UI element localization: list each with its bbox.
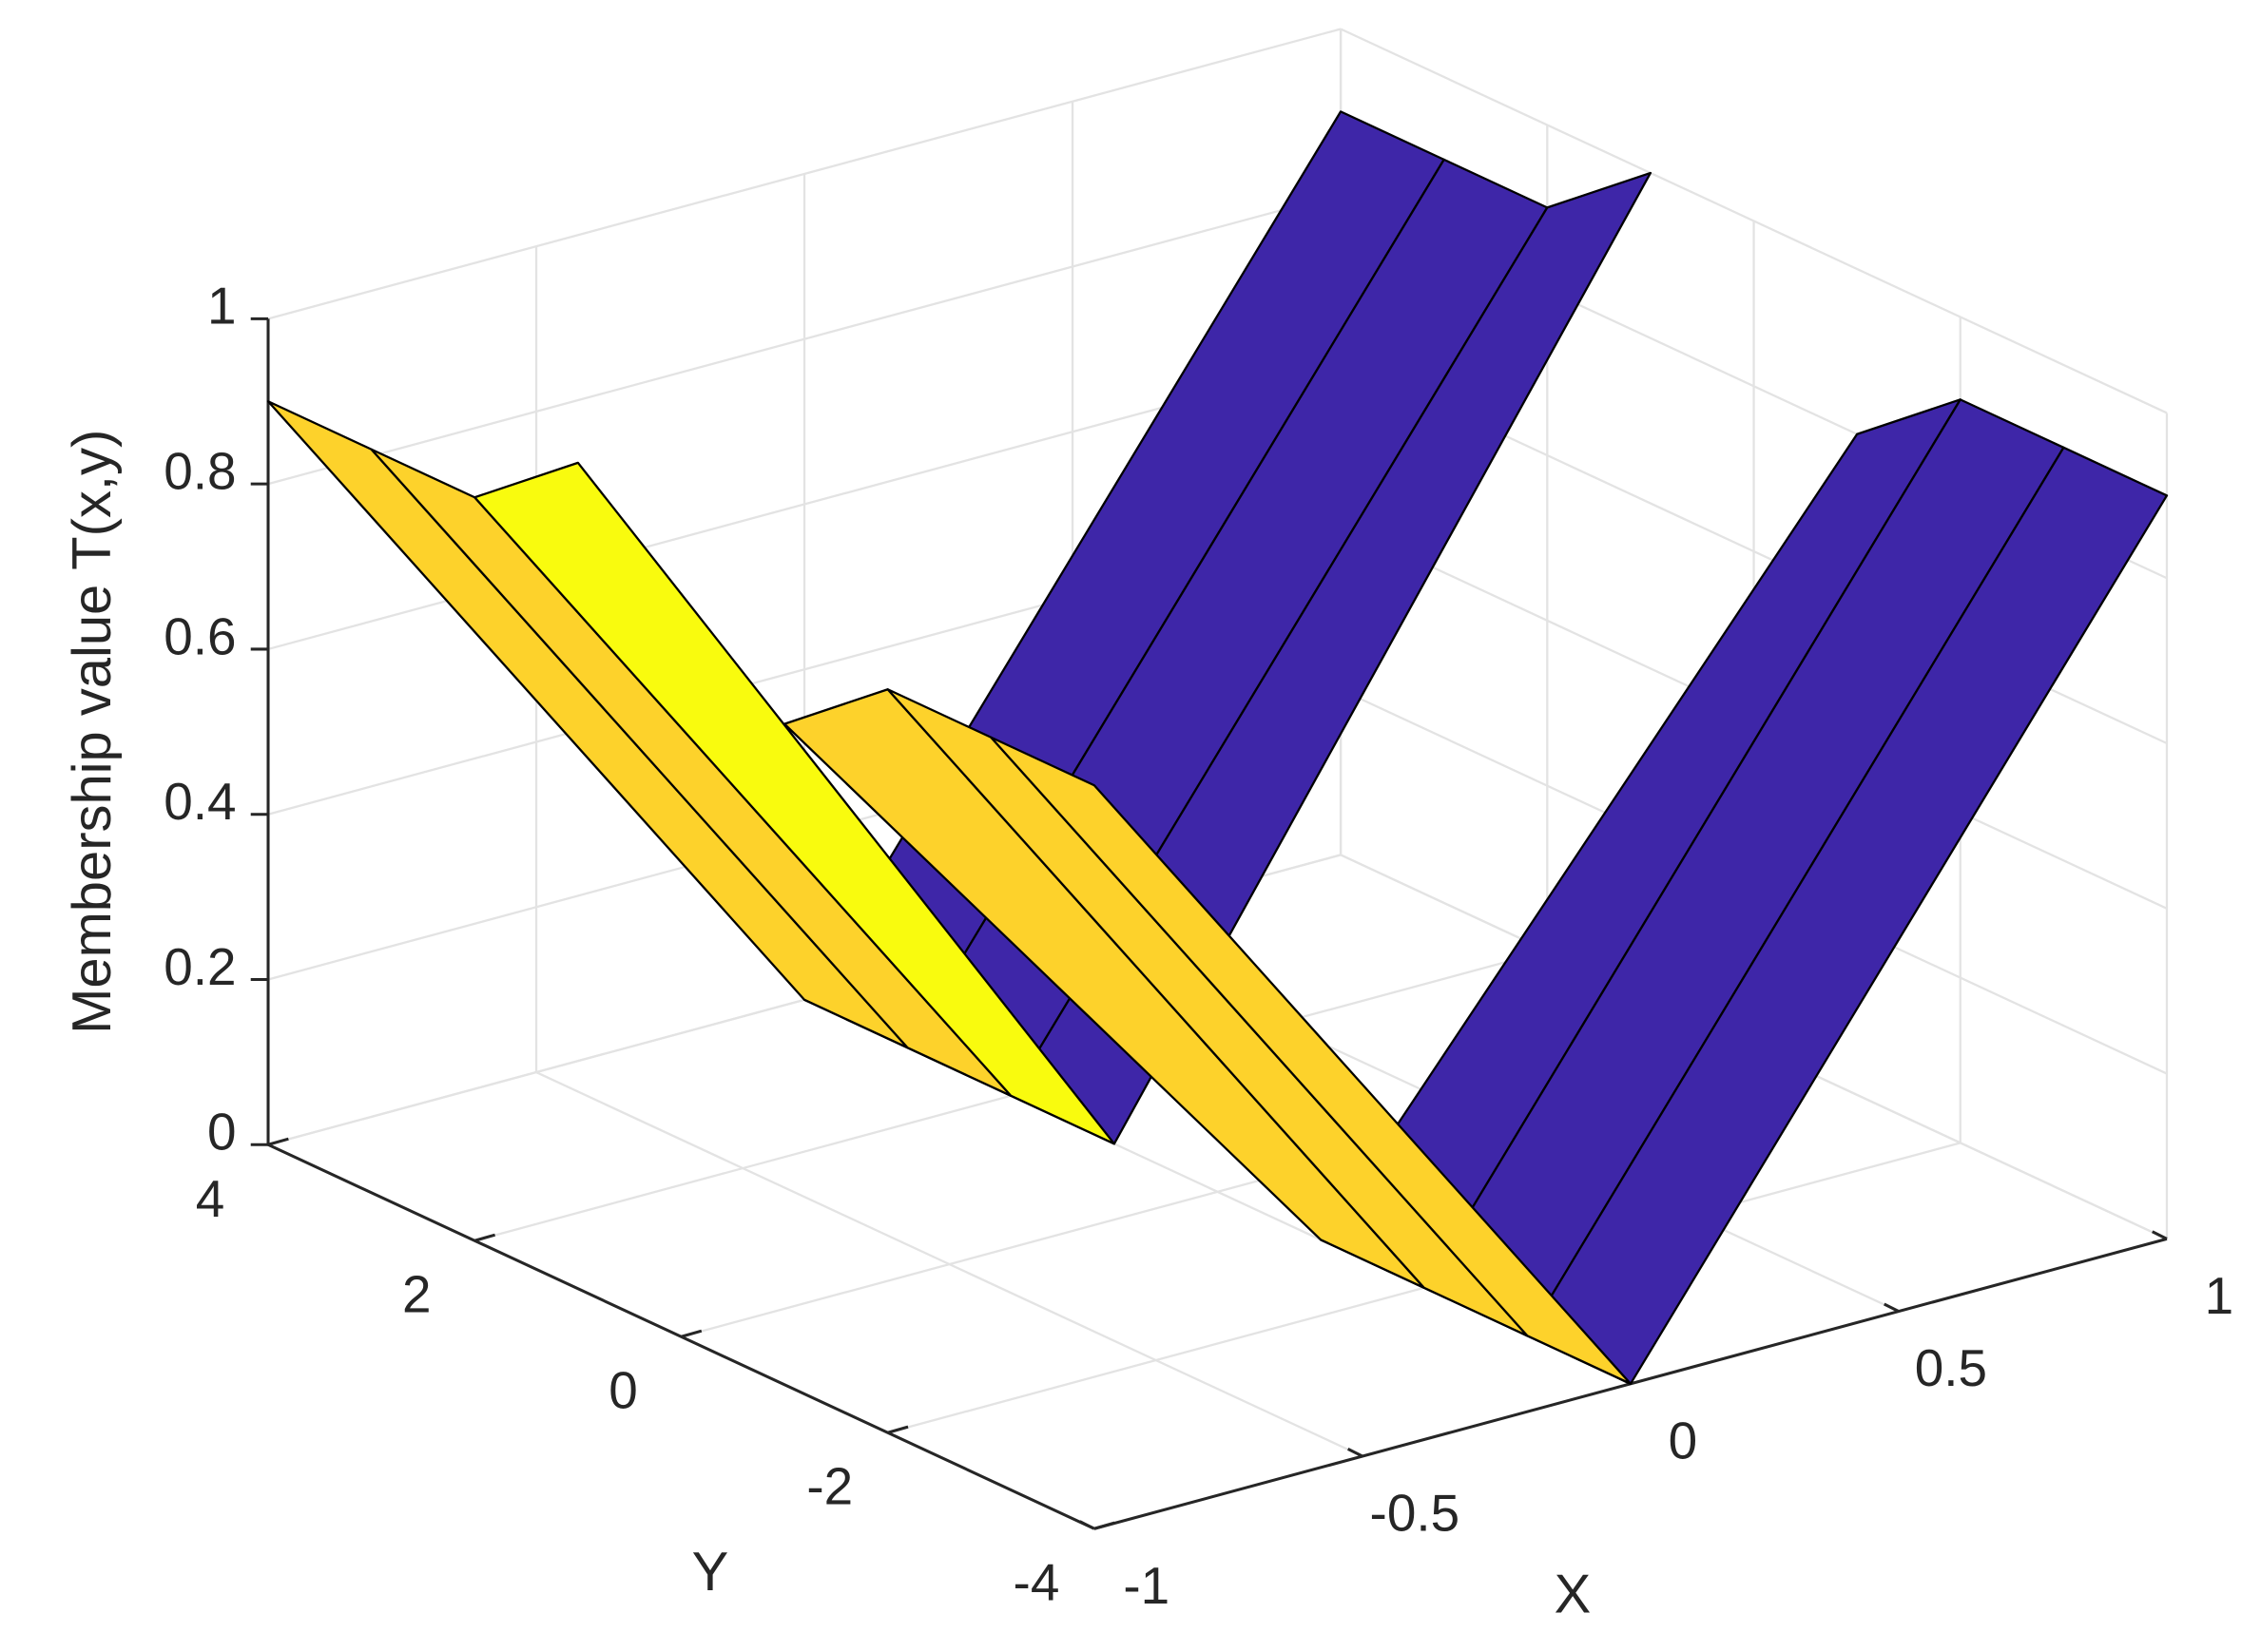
y-tick — [887, 1425, 909, 1434]
z-tick-label: 1 — [207, 277, 237, 336]
z-tick-label: 0.6 — [164, 606, 236, 665]
z-axis-label: Membership value T(x,y) — [62, 430, 123, 1034]
grid-line — [1340, 28, 2168, 414]
y-tick-label: -2 — [806, 1457, 853, 1516]
y-tick — [473, 1233, 496, 1242]
z-tick-label: 0 — [207, 1103, 237, 1162]
x-tick-label: -1 — [1123, 1556, 1169, 1615]
y-tick-label: 0 — [609, 1361, 638, 1420]
x-tick-label: 0 — [1669, 1411, 1698, 1470]
grid-line — [267, 28, 1342, 320]
y-tick — [1093, 1521, 1115, 1530]
z-tick-label: 0.8 — [164, 442, 236, 501]
x-axis-label: X — [1555, 1565, 1592, 1625]
plot-area: Membership value T(x,y) 0 0.2 0.4 0.6 0.8 1 -4… — [62, 28, 2234, 1625]
x-tick — [1078, 1520, 1095, 1530]
y-tick — [267, 1137, 289, 1146]
x-tick — [2152, 1230, 2168, 1240]
x-tick — [1347, 1448, 1363, 1458]
grid-line — [267, 193, 1342, 486]
z-tick-label: 0.4 — [164, 772, 236, 831]
z-tick-label: 0.2 — [164, 937, 236, 996]
surface-face — [990, 736, 1633, 1385]
y-tick-label: -4 — [1014, 1553, 1060, 1612]
x-tick-label: -0.5 — [1370, 1484, 1460, 1543]
x-tick-label: 0.5 — [1915, 1338, 1987, 1397]
surface-face — [473, 461, 1116, 1145]
y-tick-label: 2 — [402, 1265, 432, 1324]
x-tick-label: 1 — [2205, 1266, 2234, 1325]
y-tick-label: 4 — [196, 1169, 225, 1228]
x-tick — [1884, 1302, 1900, 1313]
y-axis-label: Y — [692, 1542, 729, 1603]
y-tick — [681, 1329, 703, 1338]
